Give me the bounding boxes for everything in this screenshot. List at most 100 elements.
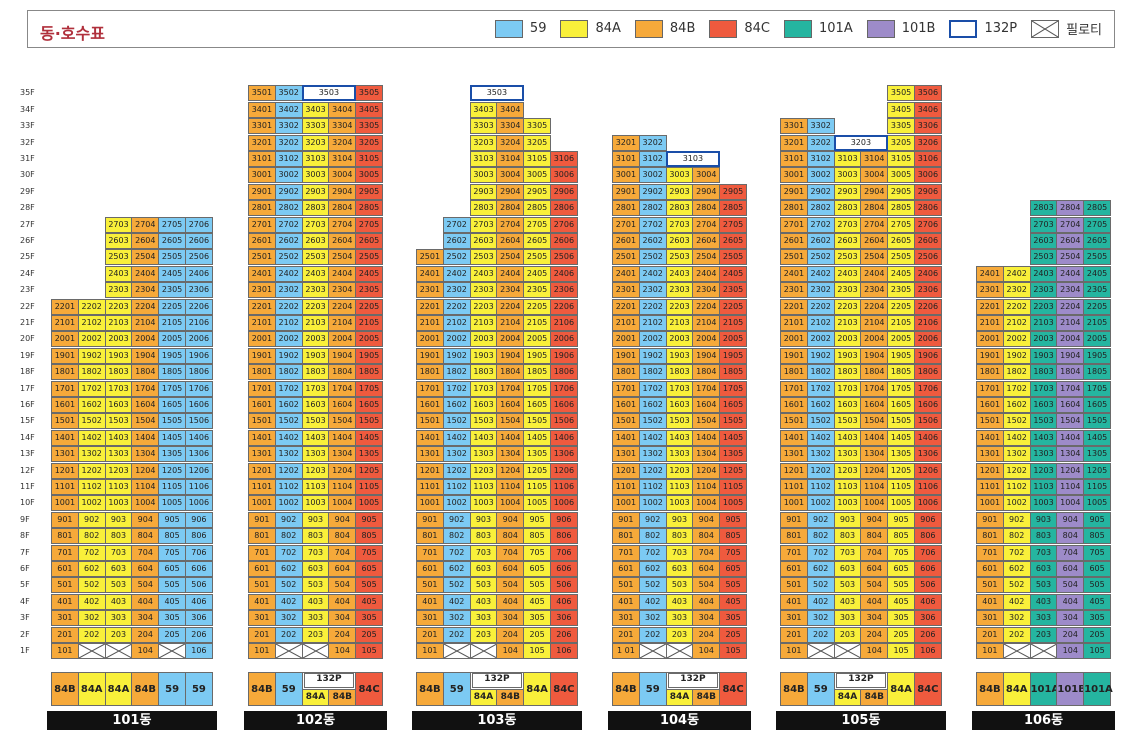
unit-cell: 2603 [104,233,133,249]
unit-cell: 2403 [301,265,330,282]
unit-cell: 301 [780,610,808,627]
unit-cell: 505 [355,577,383,594]
unit-cell: 1702 [442,380,471,397]
unit-cell: 1006 [550,495,578,512]
unit-cell: 1901 [612,347,640,364]
unit-cell: 2602 [638,233,667,249]
unit-cell: 904 [1056,511,1085,528]
unit-type-label: 84C [355,672,383,706]
unit-cell: 2304 [131,282,160,299]
unit-cell: 2203 [1029,298,1058,315]
unit-cell: 1103 [833,479,862,495]
unit-type-label: 84B [612,672,640,706]
unit-cell: 2002 [442,331,471,348]
floor-label: 4F [20,596,30,606]
unit-cell: 1204 [1056,462,1085,479]
unit-cell: 902 [77,511,106,528]
unit-cell: 2504 [860,249,889,266]
unit-cell: 2503 [104,249,133,266]
unit-cell: 3505 [887,85,915,102]
unit-cell: 602 [806,561,835,577]
unit-cell: 1302 [274,446,303,463]
unit-cell: 2003 [104,331,133,348]
unit-cell: 301 [248,610,276,627]
pilotis-cell [665,643,694,659]
unit-cell: 201 [780,626,808,643]
unit-cell: 605 [1083,561,1111,577]
unit-cell: 206 [914,626,942,643]
unit-cell: 1406 [185,429,213,446]
unit-cell: 604 [496,561,525,577]
unit-cell: 2903 [469,183,498,200]
unit-cell: 2705 [523,216,551,233]
legend-item: 101B [866,19,935,38]
unit-cell: 601 [612,561,640,577]
unit-cell: 602 [442,561,471,577]
unit-cell: 1604 [1056,397,1085,413]
unit-cell: 2103 [833,315,862,331]
unit-cell: 2102 [77,315,106,331]
unit-cell: 1104 [692,479,721,495]
unit-cell: 2804 [328,200,357,217]
unit-cell: 805 [158,528,186,545]
unit-cell: 1402 [77,429,106,446]
unit-cell: 805 [719,528,747,545]
unit-cell: 1805 [887,364,915,381]
unit-cell: 1306 [185,446,213,463]
unit-cell: 1005 [158,495,186,512]
unit-cell: 2405 [719,265,747,282]
unit-cell: 1602 [274,397,303,413]
unit-cell: 2704 [328,216,357,233]
unit-cell: 204 [692,626,721,643]
unit-cell: 1004 [131,495,160,512]
unit-cell: 2302 [638,282,667,299]
unit-cell: 401 [976,593,1004,610]
unit-cell: 1103 [1029,479,1058,495]
unit-cell: 701 [612,544,640,561]
unit-cell: 206 [550,626,578,643]
unit-cell: 2302 [442,282,471,299]
unit-cell: 504 [1056,577,1085,594]
unit-cell: 3203 [301,134,330,151]
unit-cell: 2804 [496,200,525,217]
unit-cell: 506 [185,577,213,594]
unit-cell: 701 [416,544,444,561]
unit-type-label: 84B [860,689,889,706]
unit-cell: 1905 [355,347,383,364]
unit-cell: 303 [665,610,694,627]
unit-cell: 2903 [833,183,862,200]
unit-cell: 2005 [719,331,747,348]
unit-cell: 1703 [1029,380,1058,397]
unit-cell: 603 [665,561,694,577]
unit-cell: 1102 [442,479,471,495]
unit-cell: 2504 [328,249,357,266]
unit-cell: 1101 [51,479,79,495]
unit-type-label: 84B [416,672,444,706]
unit-cell: 904 [328,511,357,528]
unit-cell: 2102 [442,315,471,331]
unit-cell: 2602 [806,233,835,249]
unit-cell: 1201 [248,462,276,479]
unit-cell: 1004 [692,495,721,512]
floor-label: 20F [20,334,35,344]
page-title: 동·호수표 [40,24,105,43]
legend-item: 84B [634,19,695,38]
unit-cell: 1401 [416,429,444,446]
unit-cell: 705 [523,544,551,561]
unit-type-label: 84B [692,689,721,706]
unit-cell: 2202 [1002,298,1031,315]
unit-cell: 3004 [328,167,357,184]
unit-cell: 2206 [550,298,578,315]
unit-cell: 802 [274,528,303,545]
unit-cell: 1505 [158,413,186,430]
unit-cell: 901 [780,511,808,528]
unit-cell: 1003 [665,495,694,512]
unit-cell: 2903 [665,183,694,200]
unit-cell: 203 [665,626,694,643]
unit-cell: 1205 [719,462,747,479]
unit-cell: 1005 [523,495,551,512]
unit-cell: 2706 [185,216,213,233]
unit-cell: 1002 [806,495,835,512]
unit-cell: 301 [51,610,79,627]
unit-cell: 303 [301,610,330,627]
